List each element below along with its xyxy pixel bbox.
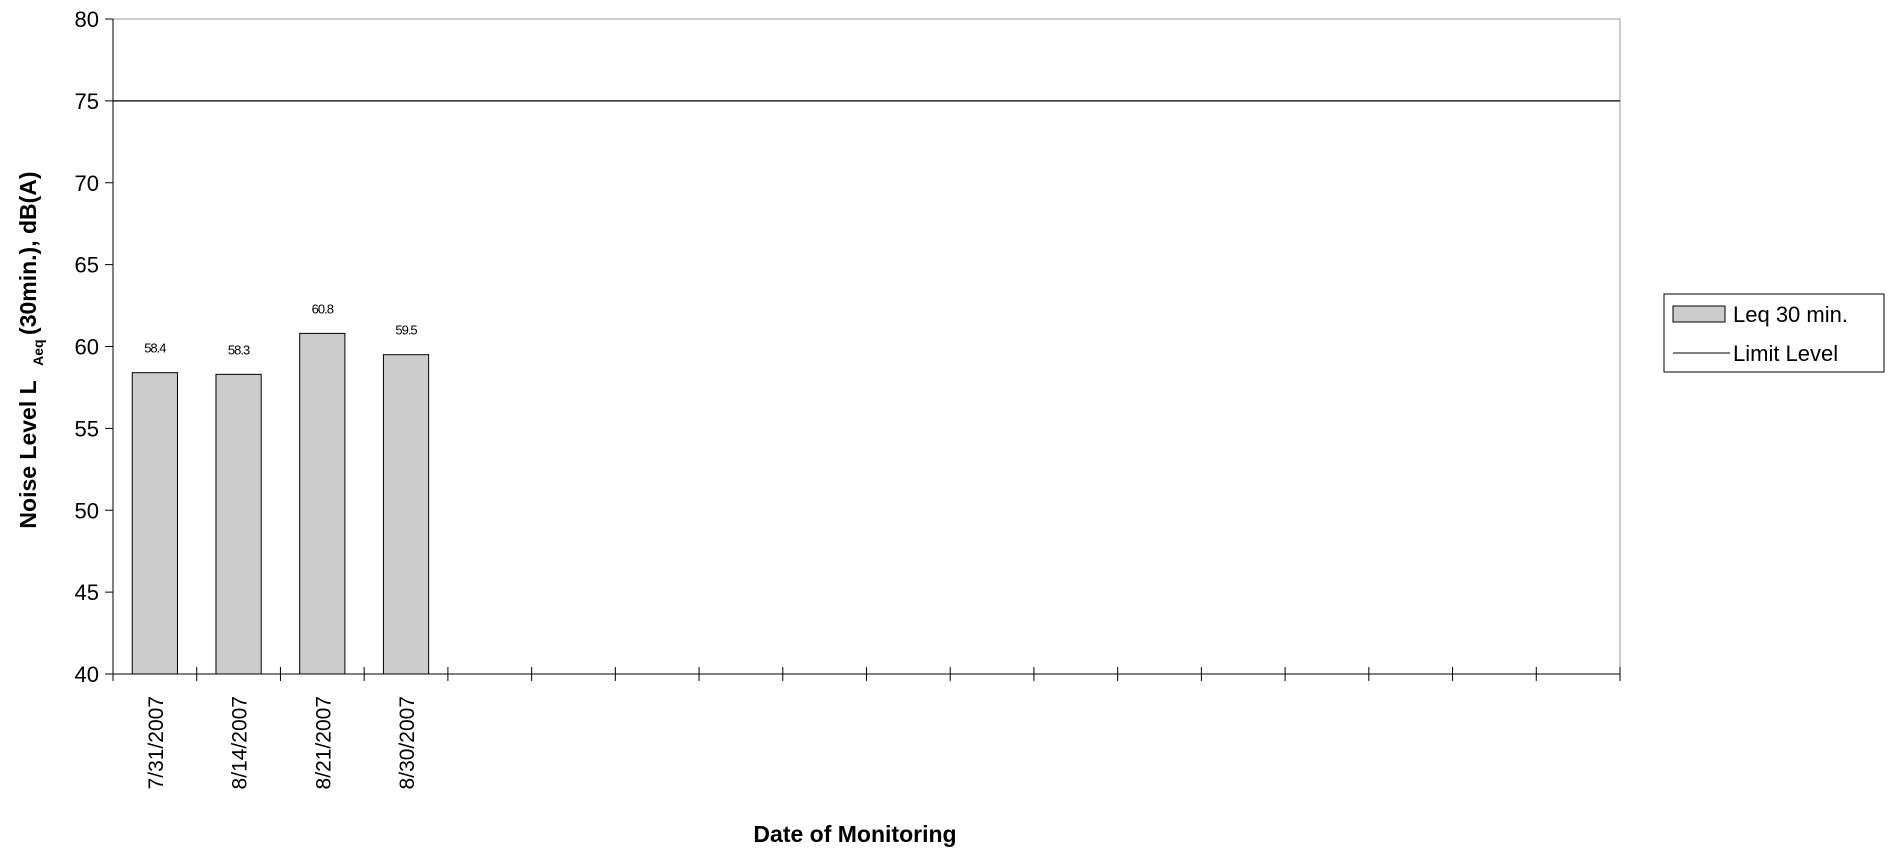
bar-3	[382, 354, 430, 675]
bar-2	[299, 332, 346, 675]
x-tick-label-0: 7/31/2007	[145, 696, 168, 789]
data-label-1: 58.3	[228, 342, 250, 357]
legend-label-limit: Limit Level	[1733, 341, 1838, 366]
data-labels: 58.4 58.3 60.8 59.5	[144, 301, 418, 357]
bar-1	[215, 373, 262, 675]
x-axis: 7/31/2007 8/14/2007 8/21/2007 8/30/2007	[112, 667, 1621, 789]
x-tick-label-3: 8/30/2007	[396, 696, 419, 789]
bar-0	[131, 372, 178, 675]
y-tick-label-70: 70	[75, 171, 99, 196]
x-tick-label-1: 8/14/2007	[229, 696, 252, 789]
data-label-2: 60.8	[312, 301, 334, 316]
y-axis-title-rest: (30min.), dB(A)	[15, 171, 41, 335]
legend: Leq 30 min. Limit Level	[1663, 293, 1885, 373]
legend-bar-swatch	[1672, 305, 1726, 323]
y-tick-label-50: 50	[75, 498, 99, 523]
y-tick-label-45: 45	[75, 580, 99, 605]
y-axis-title-main: Noise Level L	[15, 380, 41, 528]
y-tick-label-65: 65	[75, 253, 99, 278]
legend-label-leq: Leq 30 min.	[1733, 302, 1848, 327]
y-axis-title: Noise Level L Aeq (30min.), dB(A)	[15, 171, 47, 528]
x-axis-title: Date of Monitoring	[753, 821, 956, 847]
data-label-3: 59.5	[395, 323, 417, 338]
x-tick-label-2: 8/21/2007	[312, 696, 335, 789]
data-label-0: 58.4	[144, 341, 166, 356]
y-tick-label-80: 80	[75, 7, 99, 32]
y-axis-title-subscript: Aeq	[30, 339, 46, 365]
bar-series	[131, 332, 430, 675]
y-tick-label-75: 75	[75, 89, 99, 114]
y-tick-label-60: 60	[75, 335, 99, 360]
y-axis: 40 45 50 55 60 65 70 75 80	[75, 7, 114, 687]
y-tick-label-55: 55	[75, 416, 99, 441]
y-tick-label-40: 40	[75, 662, 99, 687]
